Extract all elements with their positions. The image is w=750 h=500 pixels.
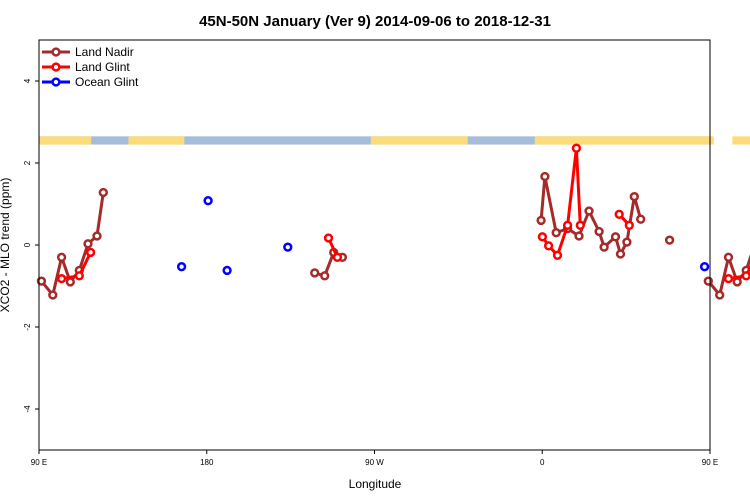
data-point	[92, 231, 102, 241]
x-tick-label: 0	[540, 458, 545, 467]
map-land	[370, 136, 468, 145]
data-point	[571, 143, 582, 153]
data-point	[56, 273, 67, 284]
data-point	[574, 231, 584, 241]
y-axis: -4 -2 0 2 4	[23, 78, 39, 413]
data-point	[48, 290, 58, 300]
series-land-nadir	[36, 171, 750, 300]
data-point	[65, 277, 75, 287]
data-point	[222, 265, 232, 276]
data-point	[36, 276, 47, 286]
data-point	[283, 242, 293, 252]
x-tick-label: 180	[200, 458, 214, 467]
x-axis-label: Longitude	[349, 477, 402, 491]
legend-marker	[51, 77, 61, 87]
data-point	[323, 233, 334, 243]
y-tick-label: 2	[23, 160, 32, 165]
data-point	[664, 235, 675, 245]
data-point	[575, 220, 585, 230]
y-tick-label: -2	[23, 323, 32, 331]
data-point	[610, 232, 621, 242]
data-point	[98, 187, 108, 198]
data-point	[203, 196, 213, 206]
plot-frame	[38, 39, 711, 451]
chart-title: 45N-50N January (Ver 9) 2014-09-06 to 20…	[199, 13, 551, 30]
legend-label: Ocean Glint	[75, 75, 139, 89]
data-point	[552, 250, 563, 260]
data-point	[599, 242, 609, 252]
map-land	[128, 136, 185, 145]
data-point	[614, 209, 624, 219]
legend-marker	[51, 47, 61, 57]
x-tick-label: 90 E	[31, 458, 47, 467]
legend-item: Land Glint	[42, 60, 130, 74]
legend-label: Land Glint	[75, 60, 130, 74]
data-point	[741, 271, 750, 281]
data-point	[715, 290, 725, 300]
data-point	[622, 237, 632, 247]
data-point	[320, 271, 330, 281]
data-point	[594, 226, 604, 237]
data-point	[584, 206, 594, 216]
legend-item: Ocean Glint	[42, 75, 139, 89]
y-tick-label: 0	[23, 242, 32, 247]
data-point	[723, 273, 734, 284]
data-point	[636, 214, 646, 224]
data-point	[176, 262, 187, 272]
data-point	[543, 241, 554, 251]
data-point	[703, 276, 713, 286]
map-land	[534, 136, 714, 145]
data-point	[310, 268, 320, 278]
data-point	[536, 215, 546, 226]
map-strip	[39, 136, 750, 145]
data-point	[83, 239, 93, 249]
y-tick-label: -4	[23, 405, 32, 413]
data-point	[624, 220, 634, 230]
data-point	[551, 228, 561, 238]
data-point	[629, 191, 639, 202]
data-point	[723, 252, 734, 262]
x-axis: 90 E 180 90 W 0 90 E	[31, 450, 718, 467]
data-point	[332, 252, 343, 262]
data-point	[562, 220, 573, 230]
data-point	[85, 247, 96, 258]
series-line	[541, 146, 582, 257]
data-point	[732, 277, 742, 287]
x-tick-label: 90 E	[702, 458, 718, 467]
legend-label: Land Nadir	[75, 45, 134, 59]
data-point	[74, 271, 84, 281]
legend-item: Land Nadir	[42, 45, 134, 59]
legend-marker	[51, 62, 61, 72]
y-tick-label: 4	[23, 78, 32, 83]
y-axis-label: XCO2 - MLO trend (ppm)	[0, 178, 12, 313]
data-point	[537, 232, 548, 242]
data-point	[56, 252, 67, 262]
data-point	[615, 249, 626, 259]
x-tick-label: 90 W	[365, 458, 384, 467]
data-point	[699, 262, 710, 272]
series-ocean-glint	[176, 196, 710, 276]
map-land	[39, 136, 92, 145]
series-layer	[36, 143, 750, 300]
series-land-glint	[56, 143, 750, 284]
data-point	[540, 171, 550, 182]
map-land	[732, 136, 750, 145]
